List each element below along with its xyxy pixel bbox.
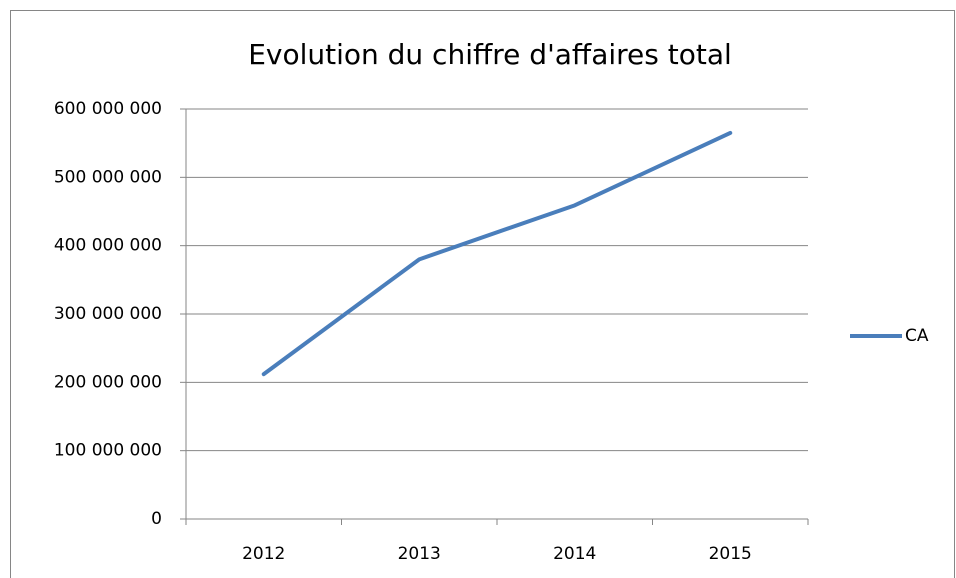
y-tick-label: 200 000 000 [54,372,162,392]
y-tick-label: 500 000 000 [54,167,162,187]
x-tick-label: 2015 [709,544,752,564]
y-tick-label: 0 [151,509,162,529]
chart-border [10,10,955,578]
y-tick-label: 600 000 000 [54,99,162,119]
chart-title: Evolution du chiffre d'affaires total [248,38,732,71]
x-tick-label: 2013 [398,544,441,564]
x-tick-label: 2014 [553,544,596,564]
y-tick-label: 400 000 000 [54,236,162,256]
line-series [261,130,733,377]
x-tick-label: 2012 [242,544,285,564]
y-tick-label: 300 000 000 [54,304,162,324]
y-tick-label: 100 000 000 [54,441,162,461]
legend-label: CA [905,326,929,346]
